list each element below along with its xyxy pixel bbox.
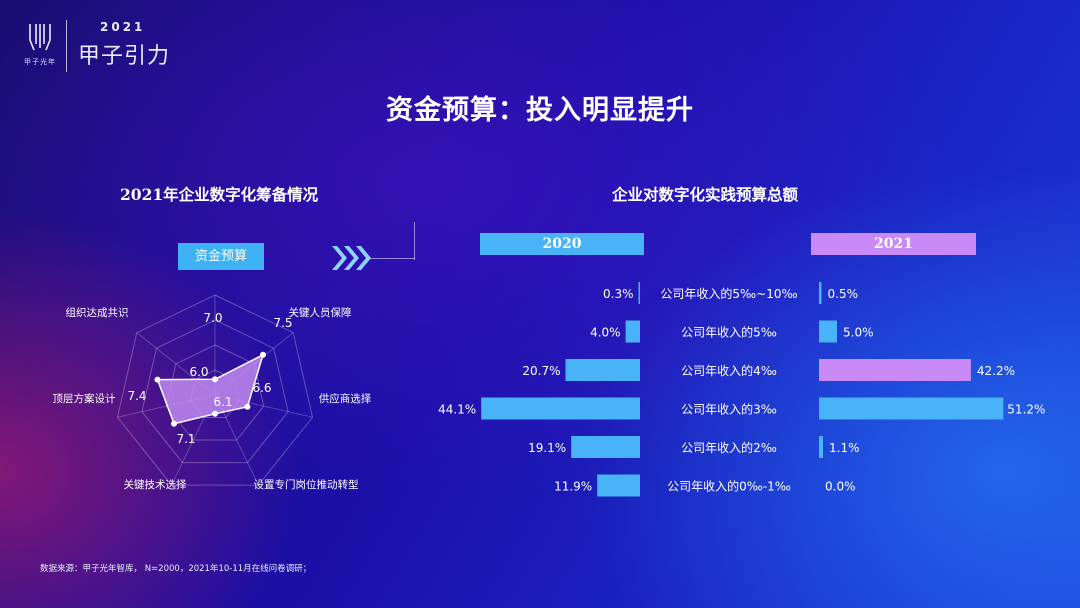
right-subtitle: 企业对数字化实践预算总额: [612, 185, 799, 204]
radar-point: [212, 376, 218, 383]
radar-value-label: 6.0: [189, 365, 208, 379]
bar-2021: [819, 436, 823, 458]
value-label-2020: 44.1%: [438, 403, 476, 417]
radar-value-label: 7.4: [127, 389, 146, 403]
bar-2020: [625, 320, 640, 343]
radar-value-label: 6.1: [213, 395, 232, 409]
bar-2021: [819, 320, 837, 343]
radar-value-label: 7.5: [273, 316, 292, 330]
page-title: 资金预算：投入明显提升: [386, 95, 694, 126]
bar-2020: [597, 474, 640, 497]
data-source: 数据来源：甲子光年智库， N=2000，2021年10-11月在线问卷调研；: [40, 564, 312, 574]
value-label-2021: 0.5%: [828, 287, 859, 301]
radar-axis-label: 供应商选择: [319, 392, 372, 405]
bar-2021: [819, 359, 971, 381]
radar-area: [156, 353, 265, 425]
bar-2020: [571, 436, 640, 458]
value-label-2020: 0.3%: [603, 287, 634, 301]
connector-line: [370, 258, 415, 259]
value-label-2020: 19.1%: [528, 441, 566, 455]
logo-name: 甲子引力: [78, 44, 171, 69]
radar-axis-label: 顶层方案设计: [53, 392, 116, 405]
series-header-2020: 2020: [480, 233, 644, 255]
value-label-2021: 1.1%: [829, 441, 860, 455]
radar-value-label: 7.0: [203, 311, 222, 325]
bar-2020: [565, 359, 640, 381]
value-label-2020: 4.0%: [590, 326, 621, 340]
radar-ring: [116, 294, 314, 486]
category-label: 公司年收入的2‰: [681, 440, 777, 455]
radar-point: [171, 420, 177, 427]
radar-axis-label: 组织达成共识: [66, 306, 129, 319]
value-label-2021: 0.0%: [825, 480, 856, 494]
left-subtitle: 2021年企业数字化筹备情况: [120, 185, 319, 204]
radar-axis-label: 关键人员保障: [289, 306, 352, 319]
radar-point: [244, 403, 251, 410]
category-label: 公司年收入的3‰: [681, 402, 777, 417]
category-label: 公司年收入的0‰-1‰: [667, 479, 791, 494]
logo-year: 2021: [100, 20, 146, 34]
radar-point: [212, 410, 218, 417]
radar-value-label: 7.1: [176, 432, 195, 446]
category-label: 公司年收入的5‰~10‰: [660, 286, 797, 301]
series-header-2021: 2021: [811, 233, 976, 255]
logo-divider: [66, 20, 67, 72]
chevrons-icon: [332, 246, 371, 270]
radar-value-label: 6.6: [252, 381, 271, 395]
value-label-2021: 42.2%: [977, 364, 1015, 378]
bar-2021: [819, 397, 1004, 420]
radar-point: [154, 376, 161, 383]
radar-axis-label: 设置专门岗位推动转型: [254, 478, 359, 491]
divider-line: [414, 222, 415, 260]
radar-point: [260, 351, 266, 358]
radar-chart: 6.0 7.5 6.6 6.1 7.1 7.4 7.0 组织达成共识 关键人员保障供应商选择设置…: [53, 294, 372, 491]
value-label-2021: 51.2%: [1007, 403, 1045, 417]
bar-chart: 公司年收入的5‰~10‰ 0.3% 0.5% 公司年收入的5‰ 4.0% 5.0% 公司年收…: [438, 282, 1045, 497]
bar-2020: [638, 282, 640, 304]
category-label: 公司年收入的5‰: [681, 325, 777, 340]
logo-text: 甲子光年: [24, 58, 56, 66]
value-label-2020: 11.9%: [554, 480, 592, 494]
radar-axis-label: 关键技术选择: [124, 478, 187, 491]
category-label: 公司年收入的4‰: [681, 363, 777, 378]
value-label-2020: 20.7%: [522, 364, 560, 378]
radar-ring: [141, 319, 289, 464]
bar-2021: [819, 282, 822, 304]
budget-tag: 资金预算: [178, 243, 264, 270]
bar-2020: [481, 397, 640, 420]
logo-mark-icon: [29, 24, 51, 51]
value-label-2021: 5.0%: [843, 326, 874, 340]
